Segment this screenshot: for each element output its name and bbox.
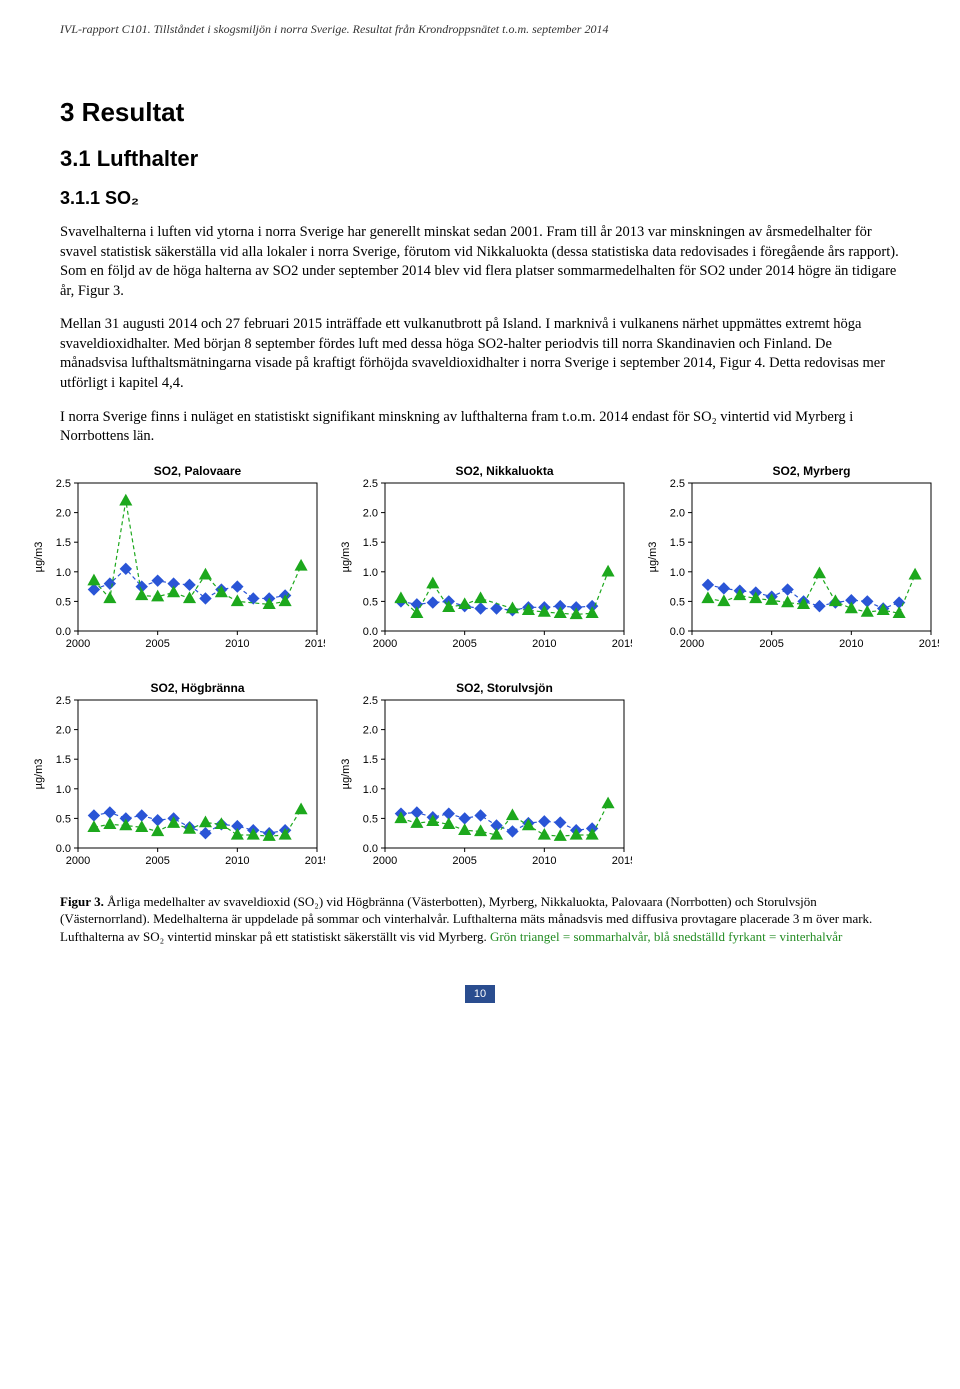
svg-text:1.5: 1.5 — [56, 754, 71, 766]
svg-text:SO2, Högbränna: SO2, Högbränna — [150, 681, 244, 695]
svg-text:µg/m3: µg/m3 — [33, 541, 45, 572]
svg-text:0.5: 0.5 — [670, 596, 685, 608]
svg-text:0.5: 0.5 — [56, 813, 71, 825]
svg-text:SO2, Nikkaluokta: SO2, Nikkaluokta — [455, 464, 553, 478]
chart-cell: SO2, Storulvsjön 0.0 0.5 1.0 1.5 2.0 2.5 2000 20… — [337, 678, 632, 883]
svg-text:2.5: 2.5 — [363, 695, 378, 707]
svg-text:2000: 2000 — [373, 638, 397, 650]
svg-text:SO2, Myrberg: SO2, Myrberg — [772, 464, 850, 478]
svg-text:1.0: 1.0 — [363, 783, 378, 795]
svg-text:0.0: 0.0 — [670, 626, 685, 638]
svg-text:µg/m3: µg/m3 — [647, 541, 659, 572]
svg-text:2010: 2010 — [839, 638, 863, 650]
page-number-badge: 10 — [465, 985, 495, 1003]
svg-text:µg/m3: µg/m3 — [340, 758, 352, 789]
report-header: IVL-rapport C101. Tillståndet i skogsmil… — [60, 22, 900, 37]
svg-text:2000: 2000 — [66, 638, 90, 650]
svg-text:SO2, Palovaare: SO2, Palovaare — [154, 464, 242, 478]
svg-text:2005: 2005 — [145, 855, 169, 867]
svg-text:2.5: 2.5 — [56, 478, 71, 490]
svg-text:0.5: 0.5 — [363, 596, 378, 608]
svg-text:2000: 2000 — [373, 855, 397, 867]
svg-text:2005: 2005 — [759, 638, 783, 650]
svg-text:1.5: 1.5 — [363, 537, 378, 549]
svg-text:2.5: 2.5 — [363, 478, 378, 490]
figure-caption: Figur 3. Årliga medelhalter av svaveldio… — [60, 893, 900, 946]
svg-text:0.0: 0.0 — [363, 843, 378, 855]
svg-text:2005: 2005 — [452, 855, 476, 867]
section-heading-1: 3 Resultat — [60, 97, 900, 128]
svg-text:2015: 2015 — [612, 638, 632, 650]
svg-text:µg/m3: µg/m3 — [340, 541, 352, 572]
body-paragraph-1: Svavelhalterna i luften vid ytorna i nor… — [60, 223, 900, 301]
svg-text:1.0: 1.0 — [670, 566, 685, 578]
svg-text:2010: 2010 — [225, 855, 249, 867]
body-paragraph-2: Mellan 31 augusti 2014 och 27 februari 2… — [60, 315, 900, 393]
chart: SO2, Högbränna 0.0 0.5 1.0 1.5 2.0 2.5 2000 2005… — [30, 678, 325, 878]
svg-text:2.0: 2.0 — [56, 507, 71, 519]
svg-text:2.5: 2.5 — [56, 695, 71, 707]
svg-text:2.0: 2.0 — [56, 724, 71, 736]
svg-text:0.0: 0.0 — [56, 626, 71, 638]
chart-cell: SO2, Myrberg 0.0 0.5 1.0 1.5 2.0 2.5 2000 2005 20… — [644, 461, 939, 666]
figure-label: Figur 3. — [60, 894, 104, 909]
svg-text:1.5: 1.5 — [56, 537, 71, 549]
svg-text:1.0: 1.0 — [363, 566, 378, 578]
section-heading-3: 3.1.1 SO₂ — [60, 188, 900, 209]
svg-text:2.0: 2.0 — [363, 507, 378, 519]
chart-cell: SO2, Nikkaluokta 0.0 0.5 1.0 1.5 2.0 2.5 2000 20… — [337, 461, 632, 666]
svg-text:1.0: 1.0 — [56, 783, 71, 795]
svg-text:2010: 2010 — [532, 855, 556, 867]
svg-text:2010: 2010 — [225, 638, 249, 650]
svg-text:2000: 2000 — [66, 855, 90, 867]
svg-text:1.5: 1.5 — [363, 754, 378, 766]
chart-cell: SO2, Palovaare 0.0 0.5 1.0 1.5 2.0 2.5 2000 2005… — [30, 461, 325, 666]
svg-text:0.0: 0.0 — [56, 843, 71, 855]
svg-text:0.5: 0.5 — [56, 596, 71, 608]
svg-text:2.5: 2.5 — [670, 478, 685, 490]
svg-text:0.5: 0.5 — [363, 813, 378, 825]
svg-text:2010: 2010 — [532, 638, 556, 650]
chart: SO2, Myrberg 0.0 0.5 1.0 1.5 2.0 2.5 2000 2005 20… — [644, 461, 939, 661]
svg-text:2015: 2015 — [305, 638, 325, 650]
svg-text:µg/m3: µg/m3 — [33, 758, 45, 789]
body-paragraph-3: I norra Sverige finns i nuläget en stati… — [60, 408, 900, 447]
chart: SO2, Palovaare 0.0 0.5 1.0 1.5 2.0 2.5 2000 2005… — [30, 461, 325, 661]
svg-text:2.0: 2.0 — [363, 724, 378, 736]
svg-text:2005: 2005 — [145, 638, 169, 650]
svg-text:1.0: 1.0 — [56, 566, 71, 578]
svg-text:2015: 2015 — [919, 638, 939, 650]
svg-text:0.0: 0.0 — [363, 626, 378, 638]
chart: SO2, Nikkaluokta 0.0 0.5 1.0 1.5 2.0 2.5 2000 20… — [337, 461, 632, 661]
svg-text:2005: 2005 — [452, 638, 476, 650]
svg-text:SO2, Storulvsjön: SO2, Storulvsjön — [456, 681, 553, 695]
svg-text:2000: 2000 — [680, 638, 704, 650]
svg-text:2015: 2015 — [612, 855, 632, 867]
chart: SO2, Storulvsjön 0.0 0.5 1.0 1.5 2.0 2.5 2000 20… — [337, 678, 632, 878]
section-heading-2: 3.1 Lufthalter — [60, 146, 900, 172]
svg-text:2015: 2015 — [305, 855, 325, 867]
chart-grid: SO2, Palovaare 0.0 0.5 1.0 1.5 2.0 2.5 2000 2005… — [30, 461, 930, 883]
svg-text:2.0: 2.0 — [670, 507, 685, 519]
chart-cell: SO2, Högbränna 0.0 0.5 1.0 1.5 2.0 2.5 2000 2005… — [30, 678, 325, 883]
svg-text:1.5: 1.5 — [670, 537, 685, 549]
caption-legend-text: Grön triangel = sommarhalvår, blå snedst… — [490, 929, 842, 944]
